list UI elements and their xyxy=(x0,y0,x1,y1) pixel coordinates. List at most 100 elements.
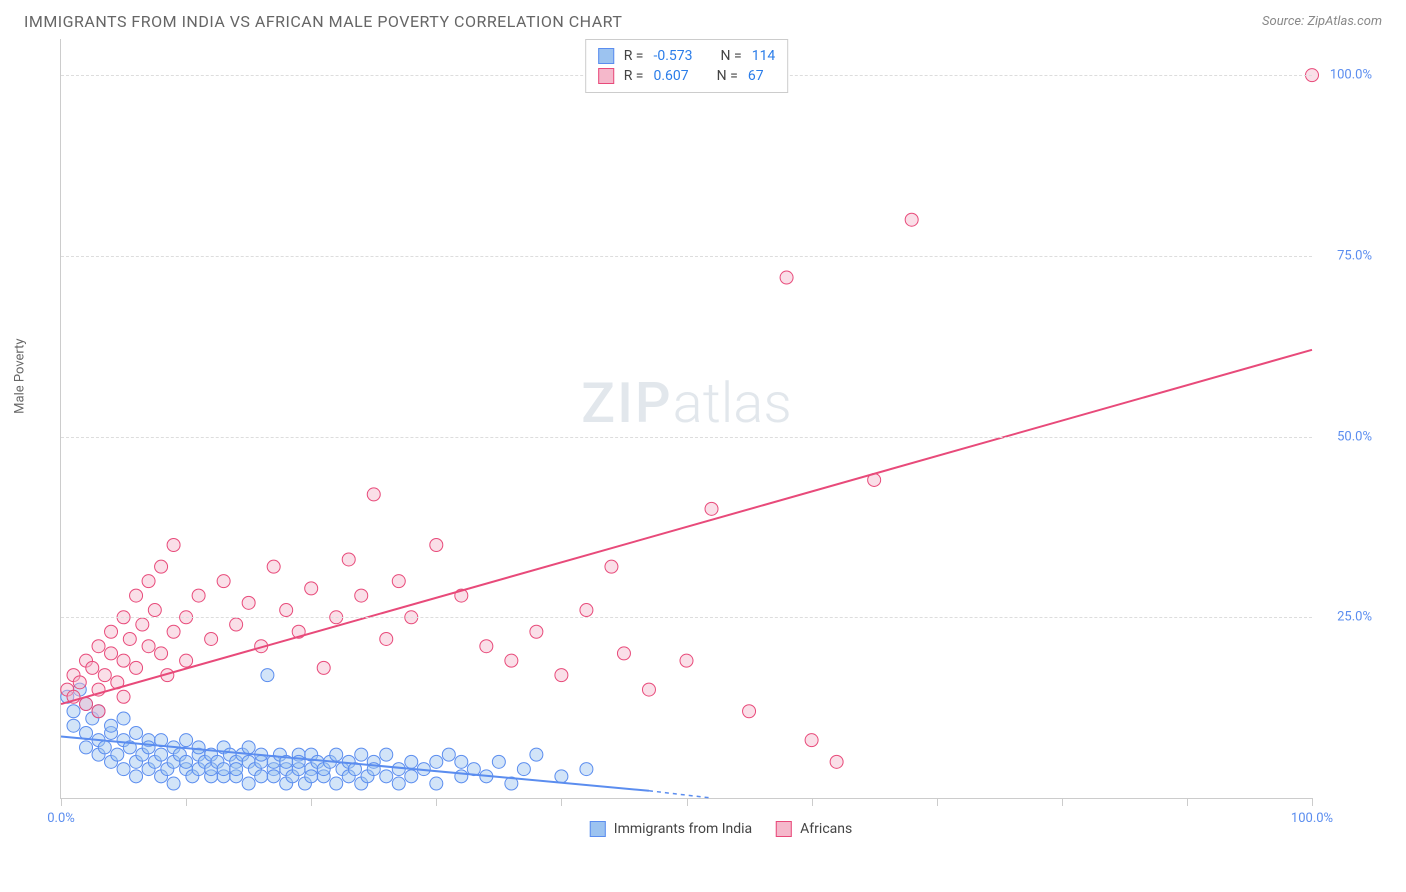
y-tick-label: 50.0% xyxy=(1337,429,1372,444)
scatter-point xyxy=(80,741,93,754)
scatter-point xyxy=(530,748,543,761)
scatter-point xyxy=(180,734,193,747)
scatter-point xyxy=(430,539,443,552)
scatter-point xyxy=(117,654,130,667)
scatter-point xyxy=(167,625,180,638)
scatter-point xyxy=(105,719,118,732)
scatter-point xyxy=(86,661,99,674)
scatter-point xyxy=(98,741,111,754)
scatter-point xyxy=(305,770,318,783)
stats-row-india: R = -0.573 N = 114 xyxy=(598,46,776,66)
scatter-point xyxy=(455,770,468,783)
scatter-point xyxy=(130,661,143,674)
scatter-point xyxy=(492,755,505,768)
x-tick-label: 100.0% xyxy=(1291,811,1333,826)
gridline xyxy=(61,256,1312,257)
scatter-point xyxy=(148,604,161,617)
scatter-point xyxy=(217,763,230,776)
scatter-point xyxy=(530,625,543,638)
scatter-point xyxy=(805,734,818,747)
scatter-point xyxy=(155,647,168,660)
x-tick xyxy=(1187,798,1188,806)
correlation-stats-box: R = -0.573 N = 114 R = 0.607 N = 67 xyxy=(585,39,789,93)
scatter-point xyxy=(680,654,693,667)
scatter-point xyxy=(80,698,93,711)
chart-title: IMMIGRANTS FROM INDIA VS AFRICAN MALE PO… xyxy=(24,12,622,31)
chart-container: Male Poverty ZIPatlas R = -0.573 N = 114… xyxy=(60,39,1382,849)
scatter-point xyxy=(330,777,343,790)
scatter-point xyxy=(380,748,393,761)
x-tick xyxy=(311,798,312,806)
scatter-point xyxy=(580,604,593,617)
scatter-point xyxy=(155,748,168,761)
y-tick-label: 75.0% xyxy=(1337,248,1372,263)
y-tick-label: 100.0% xyxy=(1330,68,1372,83)
scatter-point xyxy=(317,661,330,674)
legend-item-africans: Africans xyxy=(776,821,852,837)
stats-row-africans: R = 0.607 N = 67 xyxy=(598,66,776,86)
gridline xyxy=(61,617,1312,618)
x-tick xyxy=(1312,798,1313,806)
scatter-point xyxy=(167,539,180,552)
source-attribution: Source: ZipAtlas.com xyxy=(1262,14,1382,29)
scatter-point xyxy=(605,560,618,573)
scatter-point xyxy=(205,632,218,645)
scatter-point xyxy=(380,770,393,783)
scatter-point xyxy=(117,690,130,703)
scatter-point xyxy=(430,755,443,768)
scatter-point xyxy=(217,575,230,588)
scatter-point xyxy=(455,755,468,768)
scatter-point xyxy=(430,777,443,790)
y-tick-label: 25.0% xyxy=(1337,610,1372,625)
scatter-point xyxy=(92,705,105,718)
scatter-point xyxy=(242,741,255,754)
scatter-point xyxy=(117,712,130,725)
x-tick xyxy=(812,798,813,806)
x-tick xyxy=(1062,798,1063,806)
scatter-point xyxy=(142,640,155,653)
bottom-legend: Immigrants from India Africans xyxy=(590,821,852,837)
scatter-point xyxy=(830,755,843,768)
x-tick xyxy=(61,798,62,806)
legend-item-india: Immigrants from India xyxy=(590,821,752,837)
scatter-point xyxy=(555,770,568,783)
scatter-point xyxy=(111,748,124,761)
scatter-point xyxy=(180,755,193,768)
scatter-point xyxy=(280,604,293,617)
scatter-point xyxy=(130,770,143,783)
scatter-point xyxy=(180,654,193,667)
scatter-point xyxy=(505,654,518,667)
scatter-point xyxy=(442,748,455,761)
scatter-point xyxy=(155,560,168,573)
scatter-point xyxy=(267,770,280,783)
scatter-point xyxy=(105,647,118,660)
scatter-point xyxy=(192,741,205,754)
scatter-point xyxy=(555,669,568,682)
scatter-point xyxy=(705,502,718,515)
gridline xyxy=(61,437,1312,438)
scatter-point xyxy=(142,741,155,754)
trend-line xyxy=(61,350,1312,704)
scatter-point xyxy=(123,632,136,645)
scatter-point xyxy=(255,770,268,783)
x-tick xyxy=(436,798,437,806)
scatter-point xyxy=(905,213,918,226)
scatter-point xyxy=(117,763,130,776)
scatter-point xyxy=(92,640,105,653)
scatter-point xyxy=(98,669,111,682)
scatter-point xyxy=(105,625,118,638)
scatter-point xyxy=(242,596,255,609)
x-tick xyxy=(561,798,562,806)
scatter-point xyxy=(230,763,243,776)
scatter-point xyxy=(130,589,143,602)
scatter-point xyxy=(330,748,343,761)
scatter-point xyxy=(136,618,149,631)
swatch-africans xyxy=(598,68,614,84)
scatter-point xyxy=(73,676,86,689)
scatter-point xyxy=(392,575,405,588)
scatter-point xyxy=(261,669,274,682)
x-tick xyxy=(937,798,938,806)
x-tick xyxy=(186,798,187,806)
scatter-point xyxy=(642,683,655,696)
scatter-point xyxy=(130,726,143,739)
